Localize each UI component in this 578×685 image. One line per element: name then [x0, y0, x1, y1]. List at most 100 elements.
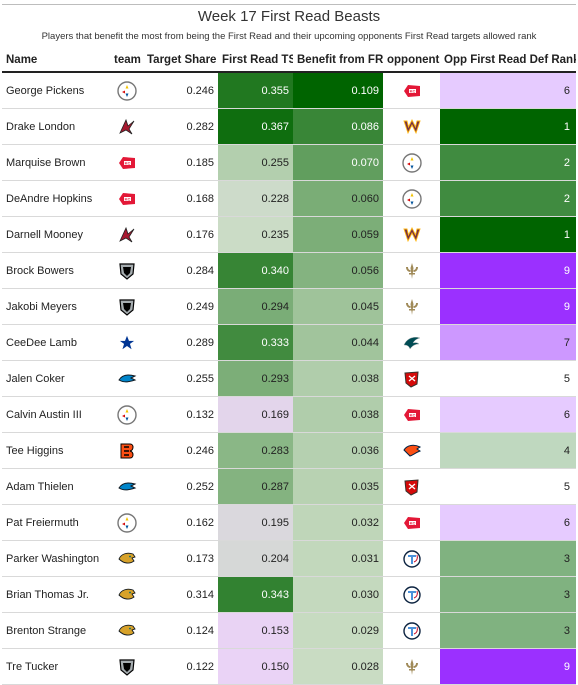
opp-rank-value: 2	[440, 180, 576, 217]
opponent-logo-cell	[383, 216, 440, 253]
header-opp-rank: Opp First Read Def Rank	[440, 49, 576, 73]
table-row: Brock Bowers 0.284 0.340 0.056 9	[2, 252, 576, 289]
svg-text:KC: KC	[409, 412, 415, 417]
panthers-logo	[110, 477, 143, 497]
header-target-share: Target Share	[143, 49, 218, 73]
target-share-value: 0.252	[143, 468, 218, 505]
svg-text:KC: KC	[409, 88, 415, 93]
jaguars-logo	[110, 585, 143, 605]
opp-rank-value: 1	[440, 108, 576, 145]
player-name: Pat Freiermuth	[2, 504, 110, 541]
benefit-value: 0.059	[293, 216, 383, 253]
header-first-read-ts: First Read TS	[218, 49, 293, 73]
benefit-value: 0.032	[293, 504, 383, 541]
opponent-logo-cell: KC	[383, 504, 440, 541]
first-read-ts-value: 0.153	[218, 612, 293, 649]
target-share-value: 0.314	[143, 576, 218, 613]
team-logo-cell	[110, 648, 143, 685]
opponent-logo-cell	[383, 540, 440, 577]
table-row: Darnell Mooney 0.176 0.235 0.059 1	[2, 216, 576, 253]
table-row: Tee Higgins 0.246 0.283 0.036 4	[2, 432, 576, 469]
team-logo-cell	[110, 288, 143, 325]
table-row: Jakobi Meyers 0.249 0.294 0.045 9	[2, 288, 576, 325]
table-row: CeeDee Lamb 0.289 0.333 0.044 7	[2, 324, 576, 361]
opp-rank-value: 6	[440, 396, 576, 433]
titans-logo	[383, 585, 440, 605]
player-name: Marquise Brown	[2, 144, 110, 181]
team-logo-cell	[110, 108, 143, 145]
target-share-value: 0.255	[143, 360, 218, 397]
opp-rank-value: 1	[440, 216, 576, 253]
raiders-logo	[110, 657, 143, 677]
player-name: Jakobi Meyers	[2, 288, 110, 325]
target-share-value: 0.246	[143, 72, 218, 109]
team-logo-cell	[110, 576, 143, 613]
titans-logo	[383, 621, 440, 641]
team-logo-cell	[110, 216, 143, 253]
team-logo-cell	[110, 360, 143, 397]
benefit-value: 0.038	[293, 396, 383, 433]
opp-rank-value: 6	[440, 504, 576, 541]
jaguars-logo	[110, 621, 143, 641]
opponent-logo-cell	[383, 360, 440, 397]
player-name: Adam Thielen	[2, 468, 110, 505]
target-share-value: 0.289	[143, 324, 218, 361]
target-share-value: 0.282	[143, 108, 218, 145]
chiefs-logo: KC	[383, 81, 440, 101]
table-row: Marquise Brown KC 0.185 0.255 0.070 2	[2, 144, 576, 181]
first-read-ts-value: 0.367	[218, 108, 293, 145]
first-read-ts-value: 0.255	[218, 144, 293, 181]
chiefs-logo: KC	[383, 405, 440, 425]
benefit-value: 0.036	[293, 432, 383, 469]
first-read-ts-value: 0.355	[218, 72, 293, 109]
benefit-value: 0.030	[293, 576, 383, 613]
benefit-value: 0.028	[293, 648, 383, 685]
opponent-logo-cell	[383, 180, 440, 217]
bengals-logo	[110, 441, 143, 461]
opp-rank-value: 7	[440, 324, 576, 361]
table-row: Adam Thielen 0.252 0.287 0.035 5	[2, 468, 576, 505]
svg-text:KC: KC	[124, 160, 130, 165]
chart-subtitle: Players that benefit the most from being…	[41, 31, 537, 42]
team-logo-cell	[110, 396, 143, 433]
opponent-logo-cell: KC	[383, 72, 440, 109]
target-share-value: 0.122	[143, 648, 218, 685]
benefit-value: 0.045	[293, 288, 383, 325]
first-read-ts-value: 0.195	[218, 504, 293, 541]
team-logo-cell	[110, 252, 143, 289]
player-name: Brock Bowers	[2, 252, 110, 289]
falcons-logo	[110, 225, 143, 245]
player-name: Parker Washington	[2, 540, 110, 577]
player-name: Darnell Mooney	[2, 216, 110, 253]
target-share-value: 0.173	[143, 540, 218, 577]
opponent-logo-cell: KC	[383, 396, 440, 433]
cowboys-logo	[110, 333, 143, 353]
chart-title: Week 17 First Read Beasts	[197, 8, 381, 25]
header-team: team	[110, 49, 143, 73]
opponent-logo-cell	[383, 288, 440, 325]
team-logo-cell: KC	[110, 180, 143, 217]
team-logo-cell	[110, 612, 143, 649]
opp-rank-value: 5	[440, 360, 576, 397]
opponent-logo-cell	[383, 252, 440, 289]
benefit-value: 0.038	[293, 360, 383, 397]
opp-rank-value: 9	[440, 252, 576, 289]
benefit-value: 0.044	[293, 324, 383, 361]
header-opponent: opponent	[383, 49, 440, 73]
first-read-ts-value: 0.150	[218, 648, 293, 685]
opponent-logo-cell	[383, 576, 440, 613]
table-row: Calvin Austin III 0.132 0.169 0.038 KC 6	[2, 396, 576, 433]
first-read-ts-value: 0.293	[218, 360, 293, 397]
broncos-logo	[383, 441, 440, 461]
benefit-value: 0.109	[293, 72, 383, 109]
opp-rank-value: 2	[440, 144, 576, 181]
opp-rank-value: 3	[440, 612, 576, 649]
saints-logo	[383, 297, 440, 317]
benefit-value: 0.029	[293, 612, 383, 649]
opp-rank-value: 4	[440, 432, 576, 469]
benefit-value: 0.070	[293, 144, 383, 181]
opponent-logo-cell	[383, 648, 440, 685]
table-row: Parker Washington 0.173 0.204 0.031 3	[2, 540, 576, 577]
team-logo-cell	[110, 468, 143, 505]
buccaneers-logo	[383, 477, 440, 497]
